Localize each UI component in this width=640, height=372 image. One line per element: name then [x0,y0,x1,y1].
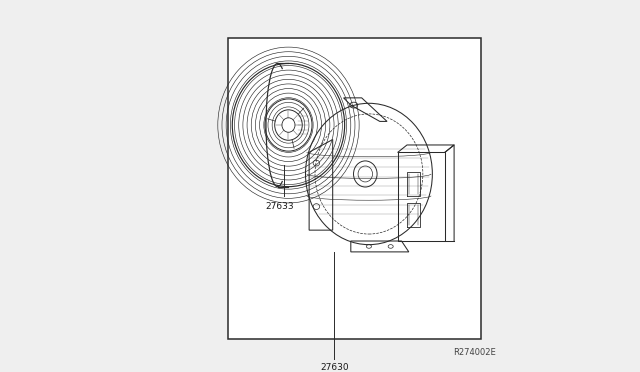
Text: R274002E: R274002E [453,348,496,357]
Text: 27630: 27630 [320,363,349,372]
Bar [228,38,481,339]
Text: 27633: 27633 [266,202,294,211]
